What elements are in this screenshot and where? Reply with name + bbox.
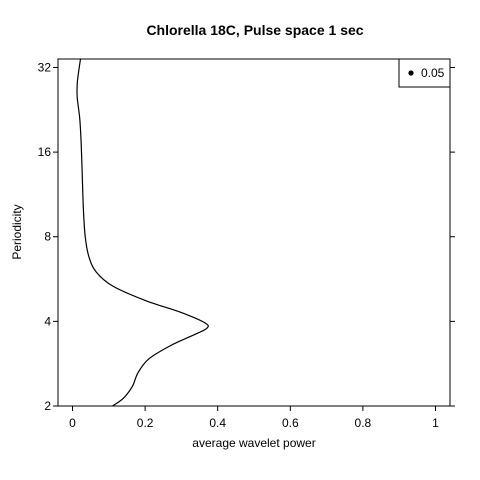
x-tick-label: 0.6 [282,416,299,430]
legend: 0.05 [398,58,451,88]
legend-label: 0.05 [421,66,445,80]
x-axis-label: average wavelet power [192,436,315,450]
series-line [76,58,209,407]
y-axis: 2 4 8 16 32 [38,60,455,413]
y-axis-label: Periodicity [10,204,24,259]
y-tick-label: 16 [38,145,52,159]
y-tick-label: 2 [44,399,51,413]
x-tick-label: 0.4 [209,416,226,430]
x-tick-label: 0 [69,416,76,430]
series-layer [76,58,209,407]
x-tick-label: 1 [432,416,439,430]
y-tick-label: 4 [44,314,51,328]
chart-title: Chlorella 18C, Pulse space 1 sec [146,22,363,38]
legend-box [398,58,451,88]
x-tick-label: 0.8 [355,416,372,430]
x-axis: 0 0.2 0.4 0.6 0.8 1 [69,406,439,430]
y-tick-label: 32 [38,60,52,74]
plot-frame [57,58,451,407]
x-tick-label: 0.2 [137,416,154,430]
legend-marker [408,70,414,76]
y-tick-label: 8 [44,230,51,244]
